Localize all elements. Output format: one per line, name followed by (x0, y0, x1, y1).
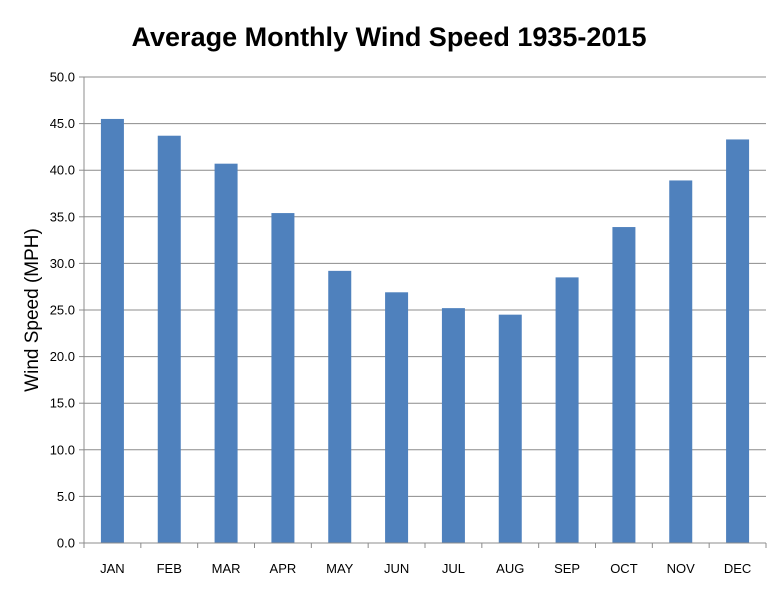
x-tick-label: SEP (554, 561, 580, 576)
y-axis-label: Wind Speed (MPH) (22, 228, 43, 392)
x-tick-label: JUN (384, 561, 409, 576)
y-tick-label: 40.0 (50, 163, 75, 178)
bars (100, 118, 750, 543)
bar-feb (157, 135, 181, 543)
bar-mar (214, 163, 238, 543)
gridlines (84, 76, 766, 497)
x-tick-label: APR (270, 561, 297, 576)
y-tick-label: 25.0 (50, 303, 75, 318)
x-tick-label: JAN (100, 561, 125, 576)
x-tick-label: JUL (442, 561, 465, 576)
axes (79, 76, 767, 548)
bar-may (328, 270, 352, 543)
bar-sep (555, 277, 579, 543)
y-tick-label: 15.0 (50, 396, 75, 411)
bar-jul (441, 308, 465, 543)
y-tick-label: 0.0 (57, 536, 75, 551)
bar-jun (385, 292, 409, 543)
x-tick-label: MAY (326, 561, 354, 576)
y-tick-label: 50.0 (50, 70, 75, 85)
y-tick-label: 10.0 (50, 442, 75, 457)
x-tick-label: MAR (212, 561, 241, 576)
y-tick-label: 45.0 (50, 116, 75, 131)
chart-title: Average Monthly Wind Speed 1935-2015 (132, 22, 647, 52)
bar-jan (100, 118, 124, 543)
bar-nov (669, 180, 693, 543)
bar-aug (498, 314, 522, 543)
bar-apr (271, 213, 295, 543)
x-tick-labels: JAN FEB MAR APR MAY JUN JUL AUG SEP OCT NOV DEC (100, 561, 751, 576)
y-tick-labels: 0.0 5.0 10.0 15.0 20.0 25.0 30.0 35.0 40.0 45.0 50… (50, 70, 75, 551)
y-tick-label: 5.0 (57, 489, 75, 504)
x-tick-label: OCT (610, 561, 638, 576)
bar-dec (726, 139, 750, 543)
x-tick-label: NOV (667, 561, 696, 576)
x-tick-label: AUG (496, 561, 524, 576)
bar-oct (612, 227, 636, 543)
x-tick-label: FEB (157, 561, 182, 576)
x-tick-label: DEC (724, 561, 751, 576)
y-tick-label: 20.0 (50, 349, 75, 364)
y-tick-label: 30.0 (50, 256, 75, 271)
y-tick-label: 35.0 (50, 209, 75, 224)
